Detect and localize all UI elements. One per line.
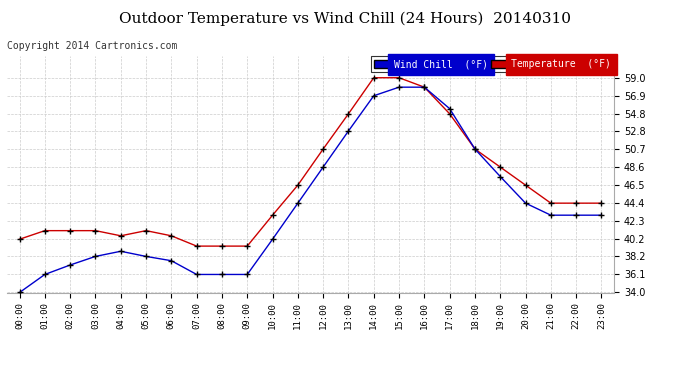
- Text: Copyright 2014 Cartronics.com: Copyright 2014 Cartronics.com: [7, 41, 177, 51]
- Text: Outdoor Temperature vs Wind Chill (24 Hours)  20140310: Outdoor Temperature vs Wind Chill (24 Ho…: [119, 11, 571, 26]
- Legend: Wind Chill  (°F), Temperature  (°F): Wind Chill (°F), Temperature (°F): [371, 56, 614, 72]
